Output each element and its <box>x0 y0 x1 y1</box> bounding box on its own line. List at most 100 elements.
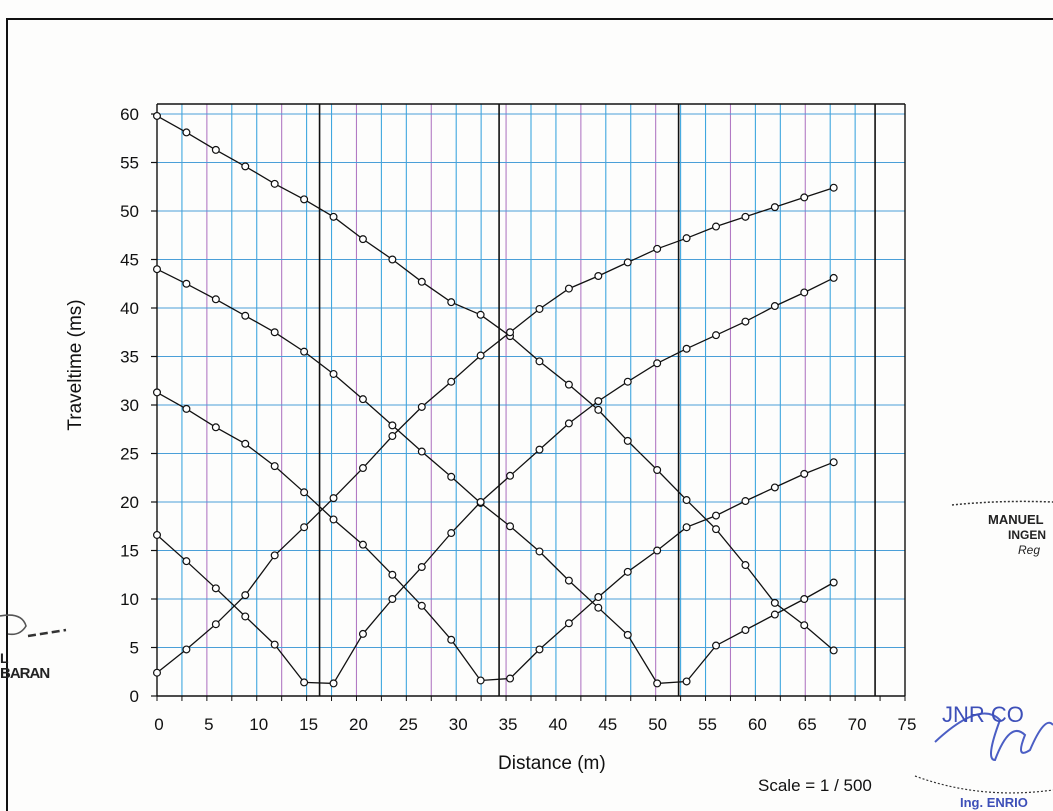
series-line <box>156 277 834 685</box>
x-tick-label: 20 <box>349 715 368 734</box>
data-point <box>182 404 191 413</box>
data-point <box>358 540 367 549</box>
stamp-right-line-3: Reg <box>1018 543 1041 557</box>
y-tick-label: 0 <box>130 687 139 706</box>
data-point <box>741 561 750 570</box>
data-point <box>829 273 838 282</box>
data-point <box>506 328 515 337</box>
x-tick-label: 10 <box>249 715 268 734</box>
series-layer <box>153 111 838 688</box>
data-point <box>770 610 779 619</box>
data-point <box>506 674 515 683</box>
x-tick-label: 45 <box>598 715 617 734</box>
data-point <box>829 646 838 655</box>
data-point <box>211 620 220 629</box>
y-tick-label: 30 <box>120 396 139 415</box>
data-point <box>241 612 250 621</box>
y-tick-label: 40 <box>120 299 139 318</box>
scale-label: Scale = 1 / 500 <box>758 776 872 795</box>
data-point <box>800 469 809 478</box>
data-point <box>417 277 426 286</box>
stamp-right-line-1: MANUEL <box>988 512 1044 527</box>
data-point <box>653 244 662 253</box>
tick-label-layer: 0 5 10 15 20 25 30 35 40 45 50 55 60 0 5 10 15 20 25 30 35 40… <box>120 105 916 734</box>
data-point <box>594 397 603 406</box>
data-point <box>300 678 309 687</box>
y-tick-label: 20 <box>120 493 139 512</box>
frame-top-border <box>6 18 1053 20</box>
data-point <box>535 304 544 313</box>
data-point <box>241 162 250 171</box>
data-point <box>829 458 838 467</box>
data-point <box>535 645 544 654</box>
x-axis-label: Distance (m) <box>498 753 606 774</box>
stamp-left-line-2: BARAN <box>0 665 50 682</box>
data-point <box>241 591 250 600</box>
stamp-left-line-1: L <box>0 650 9 666</box>
data-point <box>270 179 279 188</box>
y-axis-label: Traveltime (ms) <box>65 299 86 431</box>
data-point <box>329 515 338 524</box>
data-point <box>594 271 603 280</box>
data-point <box>153 668 162 677</box>
x-tick-label: 30 <box>449 715 468 734</box>
data-point <box>388 570 397 579</box>
data-point <box>623 436 632 445</box>
stamp-bottom-line-1: JNR CO <box>942 702 1024 727</box>
data-point <box>623 377 632 386</box>
y-tick-label: 5 <box>130 639 139 658</box>
series-line <box>156 391 834 682</box>
data-point <box>770 483 779 492</box>
data-point <box>153 388 162 397</box>
data-point <box>388 255 397 264</box>
data-point <box>712 222 721 231</box>
series-2 <box>153 265 838 688</box>
data-point <box>300 195 309 204</box>
x-tick-label: 15 <box>299 715 318 734</box>
data-point <box>741 626 750 635</box>
data-point <box>682 523 691 532</box>
data-point <box>564 419 573 428</box>
data-point <box>388 421 397 430</box>
x-tick-label: 50 <box>648 715 667 734</box>
stamp-signature-bottom <box>914 712 1053 794</box>
x-tick-label: 0 <box>154 715 163 734</box>
series-5 <box>153 183 838 677</box>
data-point <box>358 629 367 638</box>
data-point <box>153 265 162 274</box>
series-line <box>156 187 834 674</box>
axis-layer <box>151 103 906 701</box>
data-point <box>535 357 544 366</box>
data-point <box>270 551 279 560</box>
y-tick-label: 45 <box>120 251 139 270</box>
y-tick-label: 15 <box>120 542 139 561</box>
data-point <box>741 497 750 506</box>
data-point <box>594 593 603 602</box>
data-point <box>329 212 338 221</box>
stamp-signature-right <box>951 500 1053 506</box>
data-point <box>712 331 721 340</box>
data-point <box>417 601 426 610</box>
data-point <box>623 567 632 576</box>
stamp-right-line-2: INGEN <box>1008 528 1047 542</box>
data-point <box>800 621 809 630</box>
data-point <box>506 471 515 480</box>
data-point <box>829 183 838 192</box>
data-point <box>623 630 632 639</box>
data-point <box>800 594 809 603</box>
data-point <box>153 111 162 120</box>
x-tick-label: 55 <box>698 715 717 734</box>
data-point <box>358 464 367 473</box>
series-line <box>156 115 835 651</box>
data-point <box>300 488 309 497</box>
data-point <box>623 258 632 267</box>
data-point <box>300 523 309 532</box>
grid-layer <box>157 104 905 696</box>
series-1 <box>153 111 838 655</box>
data-point <box>211 423 220 432</box>
data-point <box>682 344 691 353</box>
y-tick-label: 60 <box>120 105 139 124</box>
series-4 <box>153 273 838 688</box>
data-point <box>182 557 191 566</box>
